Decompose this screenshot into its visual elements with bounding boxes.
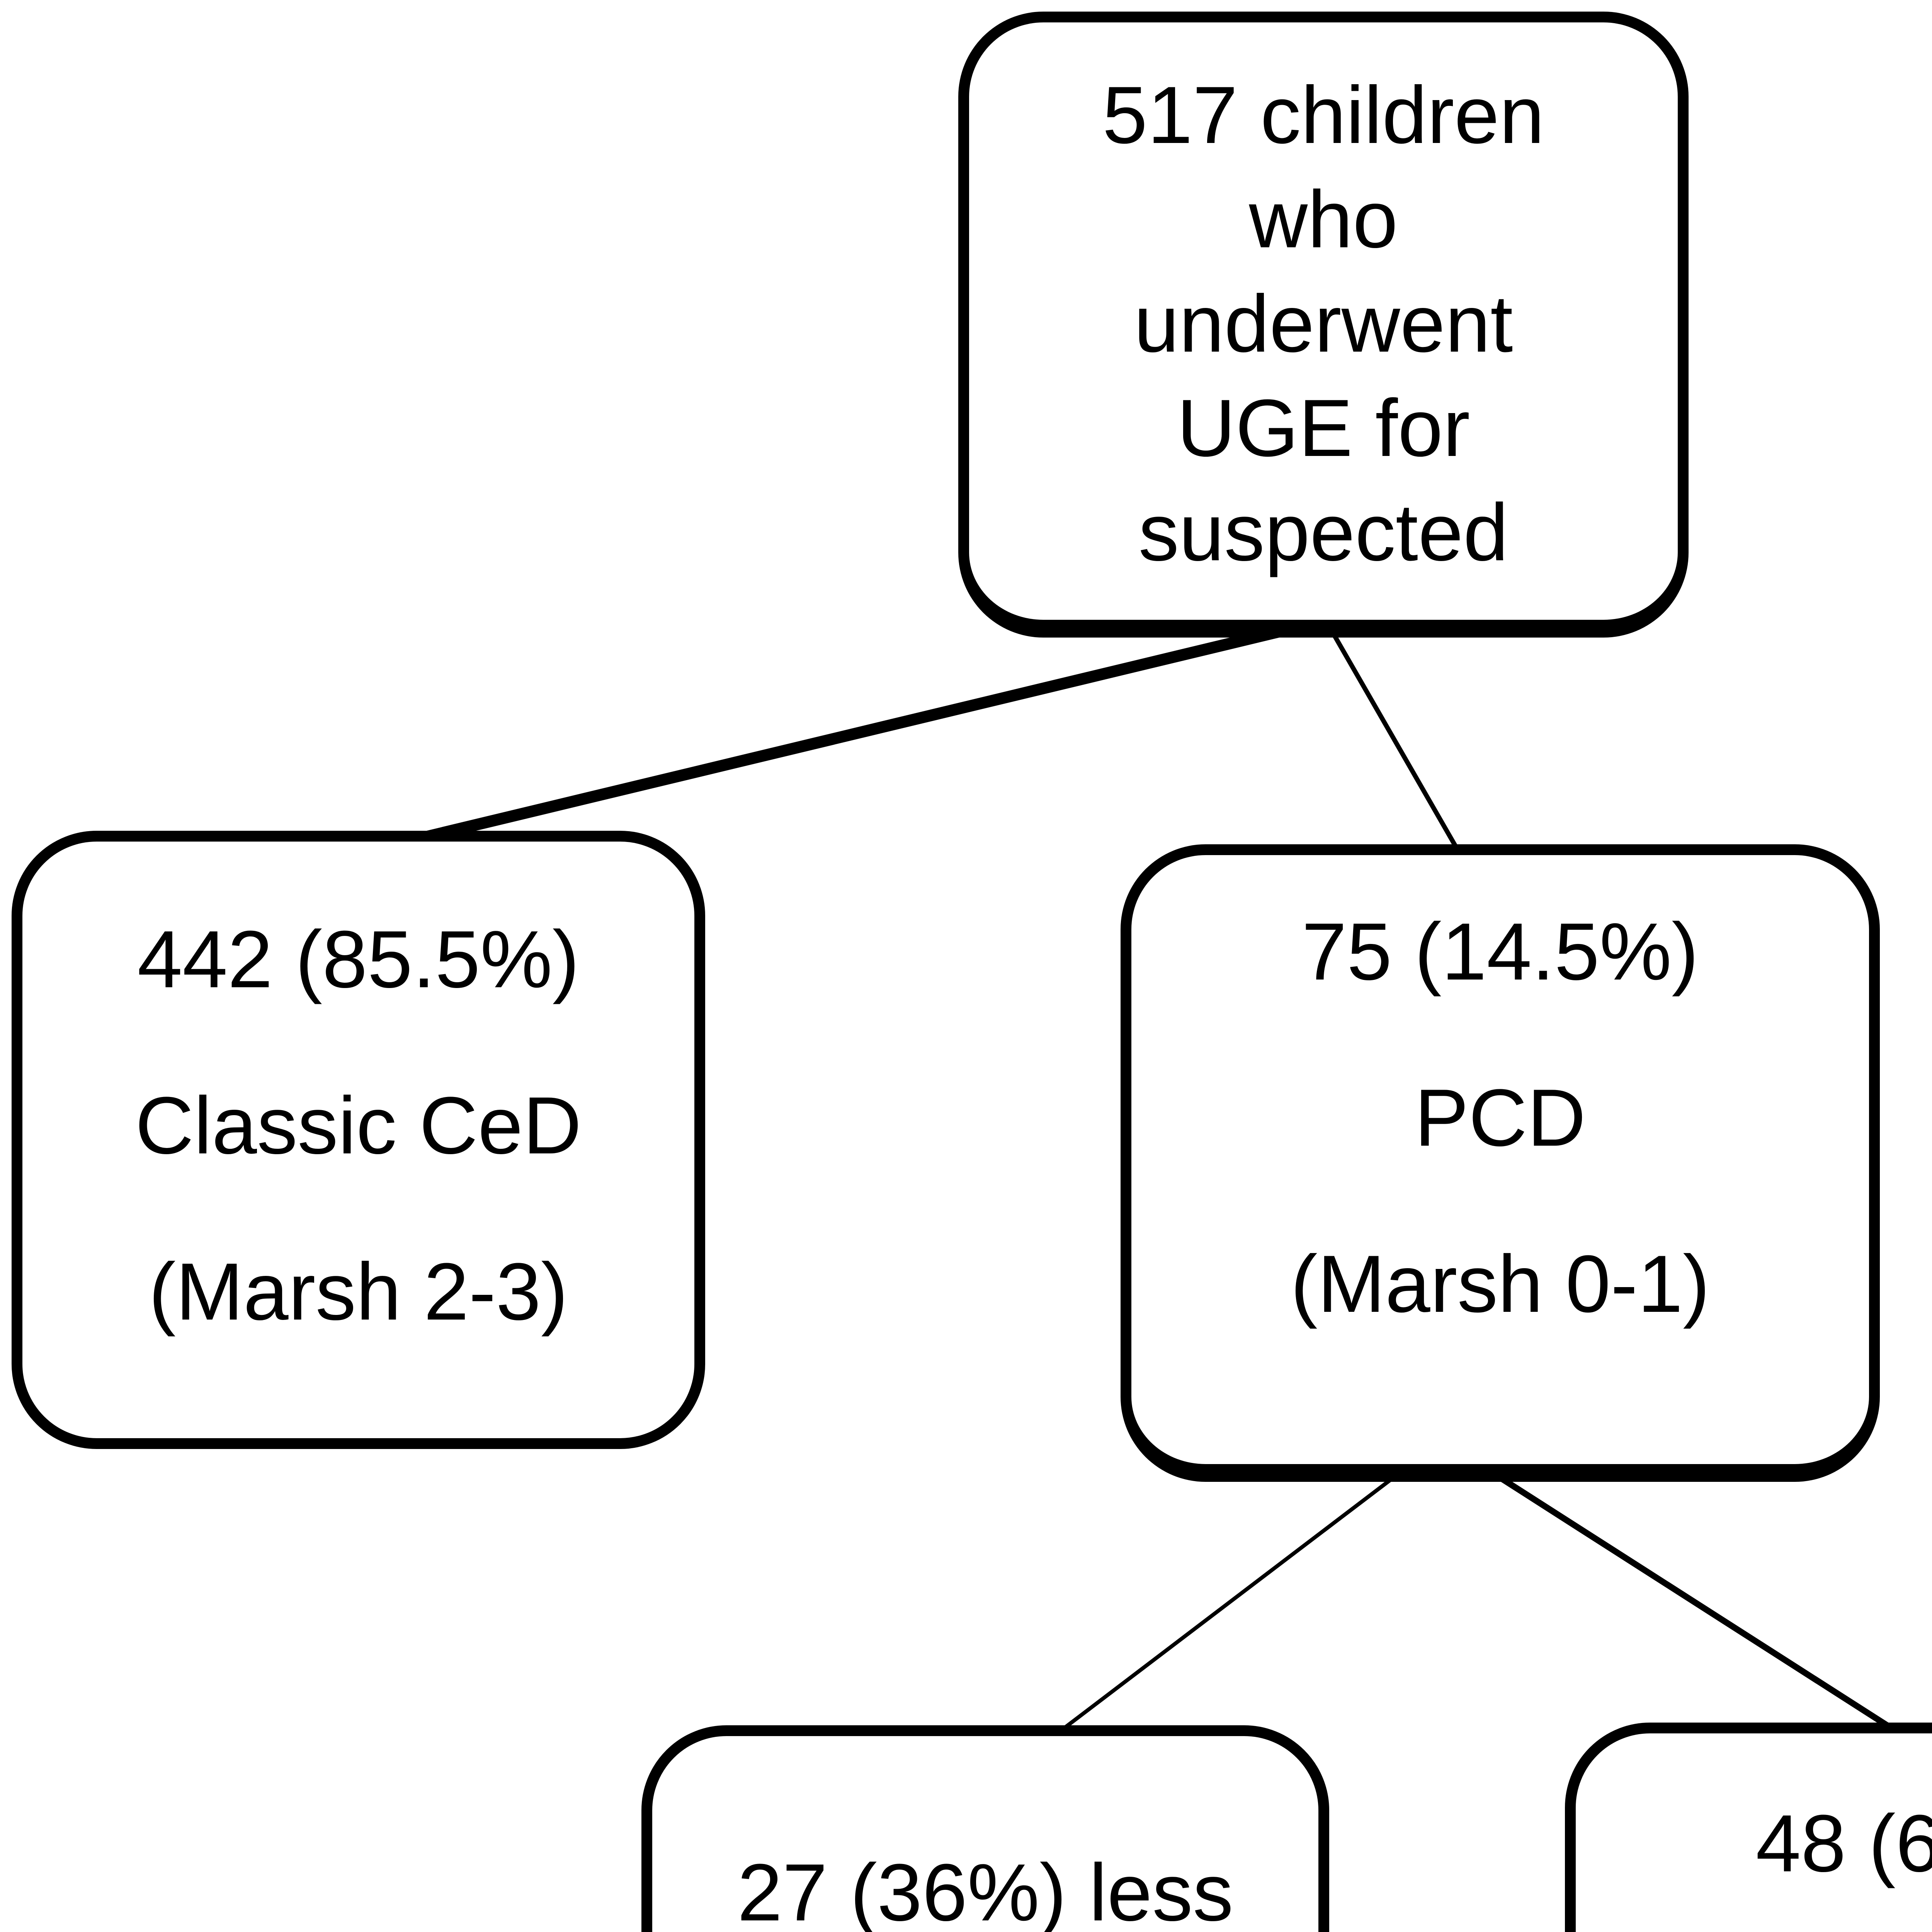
flowchart-box-more-than-1-year-followup: 48 (64%) More than 1 - year follow- up [1565,1723,1932,1932]
text-line: 48 (64%) [1755,1798,1932,1889]
text-line: 27 (36%) less [737,1847,1233,1932]
connector-pcd-to-short-followup [1028,1473,1400,1756]
connector-root-to-classic-ced [369,624,1288,856]
text-line: suspected [1138,487,1509,578]
text-line: 517 children [1102,70,1545,160]
text-line: (Marsh 0-1) [1290,1238,1710,1329]
connector-root-to-pcd [1329,629,1467,863]
text-line: (Marsh 2-3) [148,1246,568,1337]
flowchart-box-total-children: 517 children who underwent UGE for suspe… [958,12,1689,638]
text-line: 442 (85.5%) [137,914,580,1005]
text-line: underwent [1134,278,1513,369]
text-line: 75 (14.5%) [1301,906,1699,997]
text-line: who [1249,174,1398,265]
flowchart-box-classic-ced: 442 (85.5%) Classic CeD (Marsh 2-3) [12,831,705,1449]
text-line: PCD [1414,1072,1586,1163]
connector-pcd-to-long-followup [1493,1471,1928,1753]
text-line: UGE for [1177,383,1470,473]
flowchart-box-pcd: 75 (14.5%) PCD (Marsh 0-1) [1121,844,1880,1482]
flowchart-box-less-than-1-year-followup: 27 (36%) less than 1-year follow-up [641,1725,1329,1932]
text-line: Classic CeD [135,1080,582,1171]
